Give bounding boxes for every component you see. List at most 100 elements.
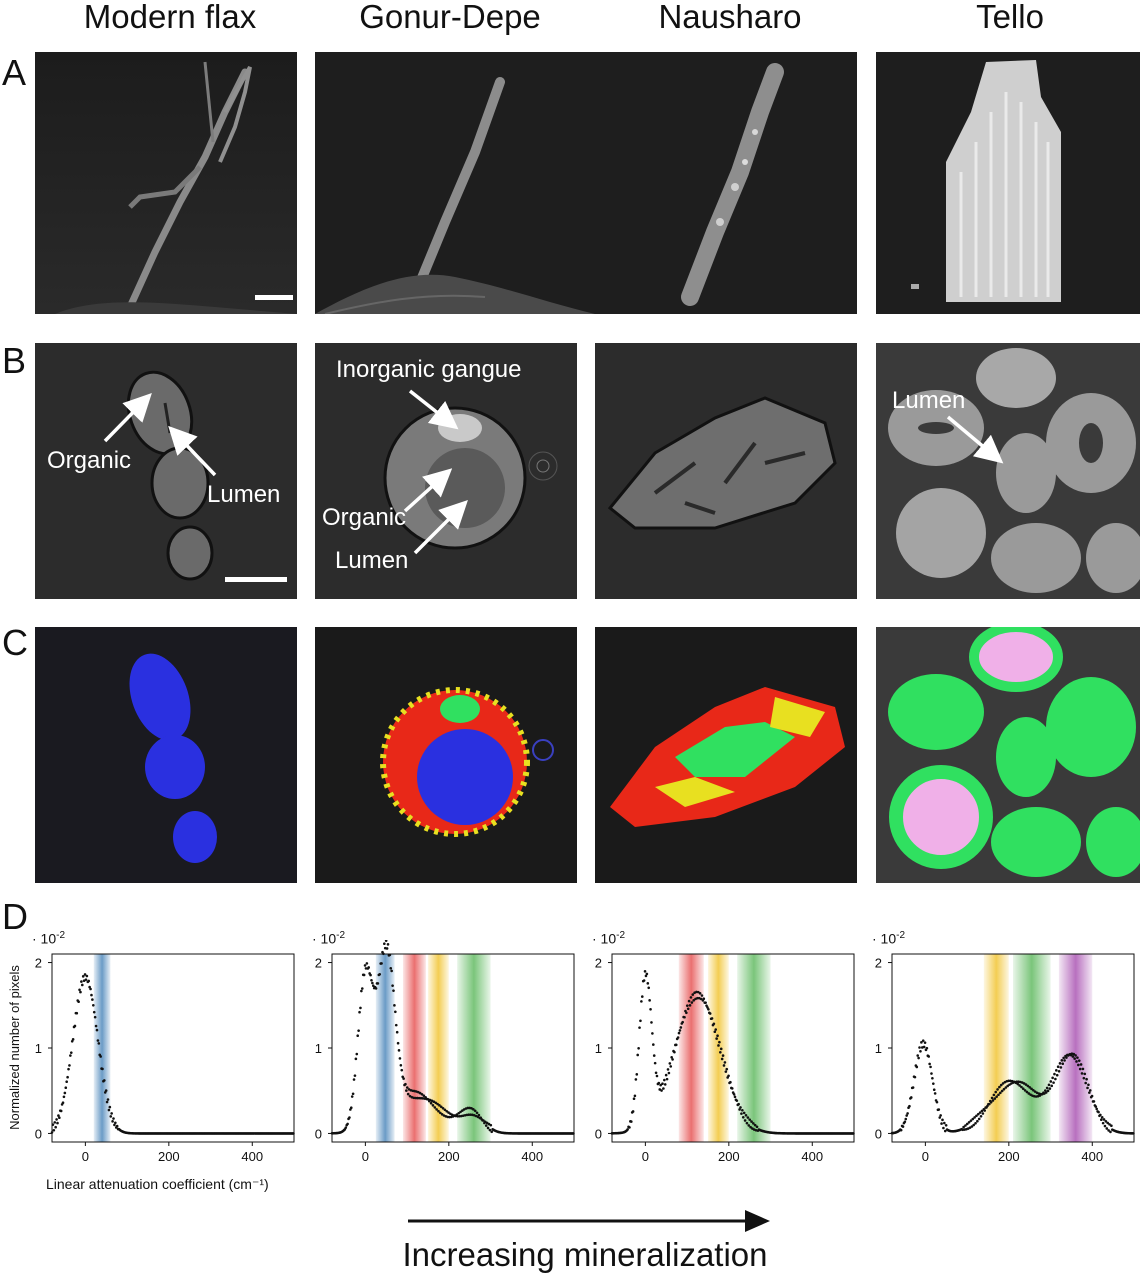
data-point xyxy=(719,1047,723,1051)
data-point xyxy=(385,947,389,950)
data-point xyxy=(71,1038,75,1041)
data-point xyxy=(406,1092,410,1096)
data-point xyxy=(724,1070,728,1073)
data-point xyxy=(651,1032,654,1035)
data-point xyxy=(1109,1130,1112,1134)
data-point xyxy=(362,973,366,977)
data-point xyxy=(718,1040,721,1044)
data-point xyxy=(360,989,363,993)
data-point xyxy=(634,1078,638,1081)
data-point xyxy=(1062,1056,1065,1060)
data-point xyxy=(97,1042,101,1045)
data-point xyxy=(915,1065,919,1069)
data-point xyxy=(92,1004,95,1007)
data-point xyxy=(422,1094,426,1097)
data-point xyxy=(1060,1059,1064,1062)
data-point xyxy=(1048,1087,1052,1090)
data-point xyxy=(484,1124,488,1127)
data-point xyxy=(995,1095,998,1098)
data-point xyxy=(1002,1087,1006,1091)
data-point xyxy=(358,1010,361,1014)
histogram-gonur-depe: 0 200 400 0 1 2 xyxy=(315,940,575,1164)
data-point xyxy=(66,1075,69,1079)
data-point xyxy=(404,1082,407,1086)
annotation-arrows xyxy=(103,392,217,477)
data-point xyxy=(382,952,385,956)
data-point xyxy=(909,1096,913,1099)
data-point xyxy=(678,1029,682,1032)
data-point xyxy=(1025,1090,1029,1094)
data-point xyxy=(1016,1082,1020,1086)
data-point xyxy=(923,1041,927,1044)
panel-a-modern-flax xyxy=(35,52,315,314)
data-point xyxy=(93,1015,97,1019)
data-point xyxy=(348,1116,351,1119)
data-point xyxy=(677,1031,681,1035)
flax-segmentation xyxy=(35,627,297,883)
tello-cross-section xyxy=(876,343,1140,599)
data-point xyxy=(68,1064,71,1067)
data-point xyxy=(355,1052,359,1056)
data-point xyxy=(1097,1110,1100,1114)
x-axis-label: Linear attenuation coefficient (cm⁻¹) xyxy=(46,1176,269,1192)
gonur-fiber-render xyxy=(315,52,595,314)
data-point xyxy=(652,1054,656,1057)
data-point xyxy=(367,966,371,969)
data-point xyxy=(1061,1062,1065,1066)
data-point xyxy=(73,1024,77,1028)
histogram-nausharo: 0 200 400 0 1 2 xyxy=(595,953,855,1164)
data-point xyxy=(1046,1089,1050,1093)
data-point xyxy=(399,1063,403,1067)
data-point xyxy=(753,1123,757,1127)
data-point xyxy=(346,1122,349,1126)
x-tick-label: 0 xyxy=(82,1149,89,1164)
data-point xyxy=(1110,1124,1113,1127)
y-tick-label: 2 xyxy=(35,956,42,971)
scale-factor-gonur-depe: · 10-2 xyxy=(312,930,346,947)
scale-bar xyxy=(225,577,287,582)
annotation-organic: Organic xyxy=(47,447,132,474)
attenuation-band-green xyxy=(457,954,491,1142)
attenuation-band-yellow xyxy=(427,954,449,1142)
annotation-lumen: Lumen xyxy=(207,481,281,508)
data-point xyxy=(457,1111,460,1115)
flax-cross-section xyxy=(35,343,297,599)
scale-bar xyxy=(255,295,293,300)
mineralization-label: Increasing mineralization xyxy=(402,1236,768,1273)
mineralization-arrow xyxy=(408,1210,770,1232)
y-tick-label: 1 xyxy=(595,1041,602,1056)
attenuation-band-blue xyxy=(93,954,111,1142)
data-point xyxy=(974,1121,977,1125)
data-point xyxy=(964,1124,967,1127)
data-point xyxy=(975,1114,978,1118)
data-point xyxy=(83,973,87,976)
data-point xyxy=(1132,1132,1135,1135)
scale-factor-nausharo: · 10-2 xyxy=(592,930,626,947)
panel-c-nausharo xyxy=(595,627,875,883)
data-point xyxy=(943,1129,947,1133)
x-tick-label: 0 xyxy=(362,1149,369,1164)
annotation-organic: Organic xyxy=(322,504,407,531)
data-point xyxy=(417,1096,421,1100)
data-point xyxy=(441,1106,445,1110)
data-point xyxy=(663,1078,666,1082)
data-point xyxy=(1085,1077,1088,1081)
data-point xyxy=(1052,1081,1055,1084)
histogram-points-tello xyxy=(890,1039,1135,1135)
data-point xyxy=(1058,1062,1062,1065)
data-point xyxy=(716,1034,719,1038)
data-point xyxy=(107,1108,111,1112)
data-point xyxy=(686,1007,690,1011)
data-point xyxy=(990,1096,994,1100)
data-point xyxy=(737,1102,740,1106)
data-point xyxy=(435,1108,438,1111)
data-point xyxy=(670,1055,673,1059)
data-point xyxy=(973,1116,976,1119)
y-tick-label: 2 xyxy=(875,956,882,971)
data-point xyxy=(57,1114,60,1117)
nausharo-cross-section xyxy=(595,343,857,599)
data-point xyxy=(679,1026,683,1029)
data-point xyxy=(969,1119,973,1122)
data-point xyxy=(628,1126,631,1129)
data-point xyxy=(689,996,693,999)
